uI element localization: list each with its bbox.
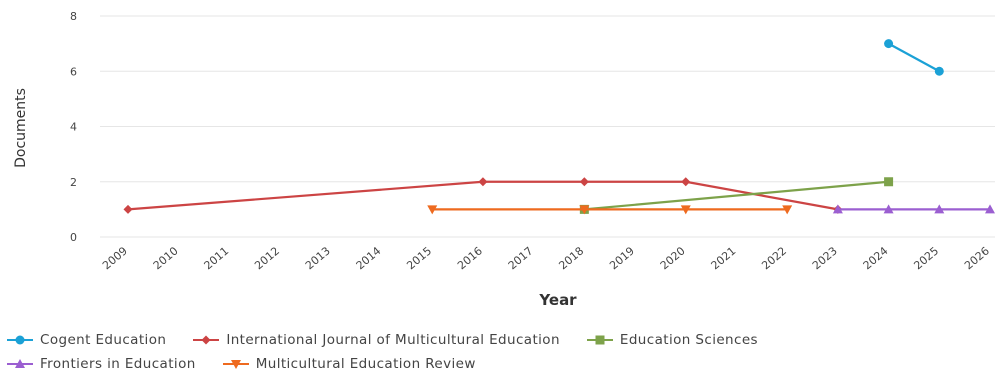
- x-tick-label: 2026: [962, 244, 992, 272]
- series-line: [584, 180, 889, 211]
- series-4: [427, 205, 793, 215]
- data-point[interactable]: [579, 177, 589, 187]
- x-tick-label: 2015: [404, 244, 434, 272]
- data-point[interactable]: [595, 335, 605, 345]
- data-point[interactable]: [681, 177, 691, 187]
- y-tick-label: 2: [70, 176, 77, 189]
- legend-item[interactable]: International Journal of Multicultural E…: [192, 332, 560, 348]
- y-tick-label: 8: [70, 10, 77, 23]
- data-point[interactable]: [478, 177, 488, 187]
- series-line: [888, 42, 940, 73]
- data-point[interactable]: [579, 205, 590, 215]
- legend-label: Multicultural Education Review: [255, 356, 476, 372]
- data-point[interactable]: [680, 205, 691, 215]
- x-tick-label: 2024: [861, 244, 891, 272]
- data-point[interactable]: [832, 204, 843, 214]
- series-0: [884, 39, 944, 76]
- x-axis-title: Year: [538, 291, 577, 309]
- x-tick-label: 2012: [252, 244, 282, 272]
- legend-row: Cogent Education International Journal of…: [6, 328, 996, 352]
- x-tick-label: 2020: [658, 244, 688, 272]
- legend-label: International Journal of Multicultural E…: [226, 332, 560, 348]
- data-point[interactable]: [985, 204, 995, 214]
- y-tick-label: 6: [70, 65, 77, 78]
- data-point[interactable]: [123, 204, 133, 214]
- legend-label: Cogent Education: [40, 332, 167, 348]
- x-tick-label: 2021: [709, 244, 739, 272]
- x-tick-label: 2018: [556, 244, 586, 272]
- legend-marker-icon: [193, 335, 220, 345]
- data-point[interactable]: [201, 335, 211, 345]
- series-3: [832, 204, 995, 214]
- data-point[interactable]: [884, 177, 894, 187]
- legend-item[interactable]: Education Sciences: [586, 332, 758, 348]
- legend-marker-icon: [586, 335, 613, 345]
- data-point[interactable]: [782, 205, 793, 215]
- data-point[interactable]: [230, 360, 241, 369]
- legend: Cogent Education International Journal of…: [6, 328, 996, 376]
- data-point[interactable]: [934, 66, 944, 76]
- y-axis-title: Documents: [13, 88, 29, 168]
- data-point[interactable]: [884, 39, 894, 49]
- legend-marker-icon: [222, 360, 249, 369]
- x-tick-label: 2016: [455, 244, 485, 272]
- x-tick-label: 2014: [354, 244, 384, 272]
- data-point[interactable]: [15, 335, 25, 345]
- legend-item[interactable]: Multicultural Education Review: [222, 356, 476, 372]
- data-point[interactable]: [883, 204, 894, 214]
- data-point[interactable]: [15, 359, 25, 368]
- x-tick-label: 2013: [303, 244, 333, 272]
- x-tick-label: 2023: [810, 244, 840, 272]
- series-1: [123, 177, 843, 214]
- legend-marker-icon: [7, 359, 33, 368]
- legend-row: Frontiers in Education Multicultural Educ…: [6, 352, 996, 376]
- y-tick-label: 0: [70, 231, 77, 244]
- x-tick-label: 2022: [759, 244, 789, 272]
- gridlines: [100, 15, 995, 238]
- x-tick-label: 2019: [607, 244, 637, 272]
- x-tick-label: 2010: [151, 244, 181, 272]
- x-tick-label: 2025: [911, 244, 941, 272]
- legend-label: Frontiers in Education: [40, 356, 196, 372]
- x-tick-label: 2009: [100, 244, 130, 272]
- legend-item[interactable]: Cogent Education: [6, 332, 166, 348]
- series-lines: [123, 39, 995, 215]
- data-point[interactable]: [934, 204, 945, 214]
- x-axis-ticks: 2009 2010 2011 2012 2013 2014 2015 2016 2017 2018…: [100, 244, 992, 272]
- data-point[interactable]: [427, 205, 438, 215]
- x-tick-label: 2011: [202, 244, 232, 272]
- x-tick-label: 2017: [506, 244, 536, 272]
- y-axis-ticks: 0 2 4 6 8: [70, 10, 77, 244]
- legend-marker-icon: [7, 335, 33, 345]
- legend-item[interactable]: Frontiers in Education: [6, 356, 196, 372]
- legend-label: Education Sciences: [619, 332, 758, 348]
- y-tick-label: 4: [70, 121, 77, 134]
